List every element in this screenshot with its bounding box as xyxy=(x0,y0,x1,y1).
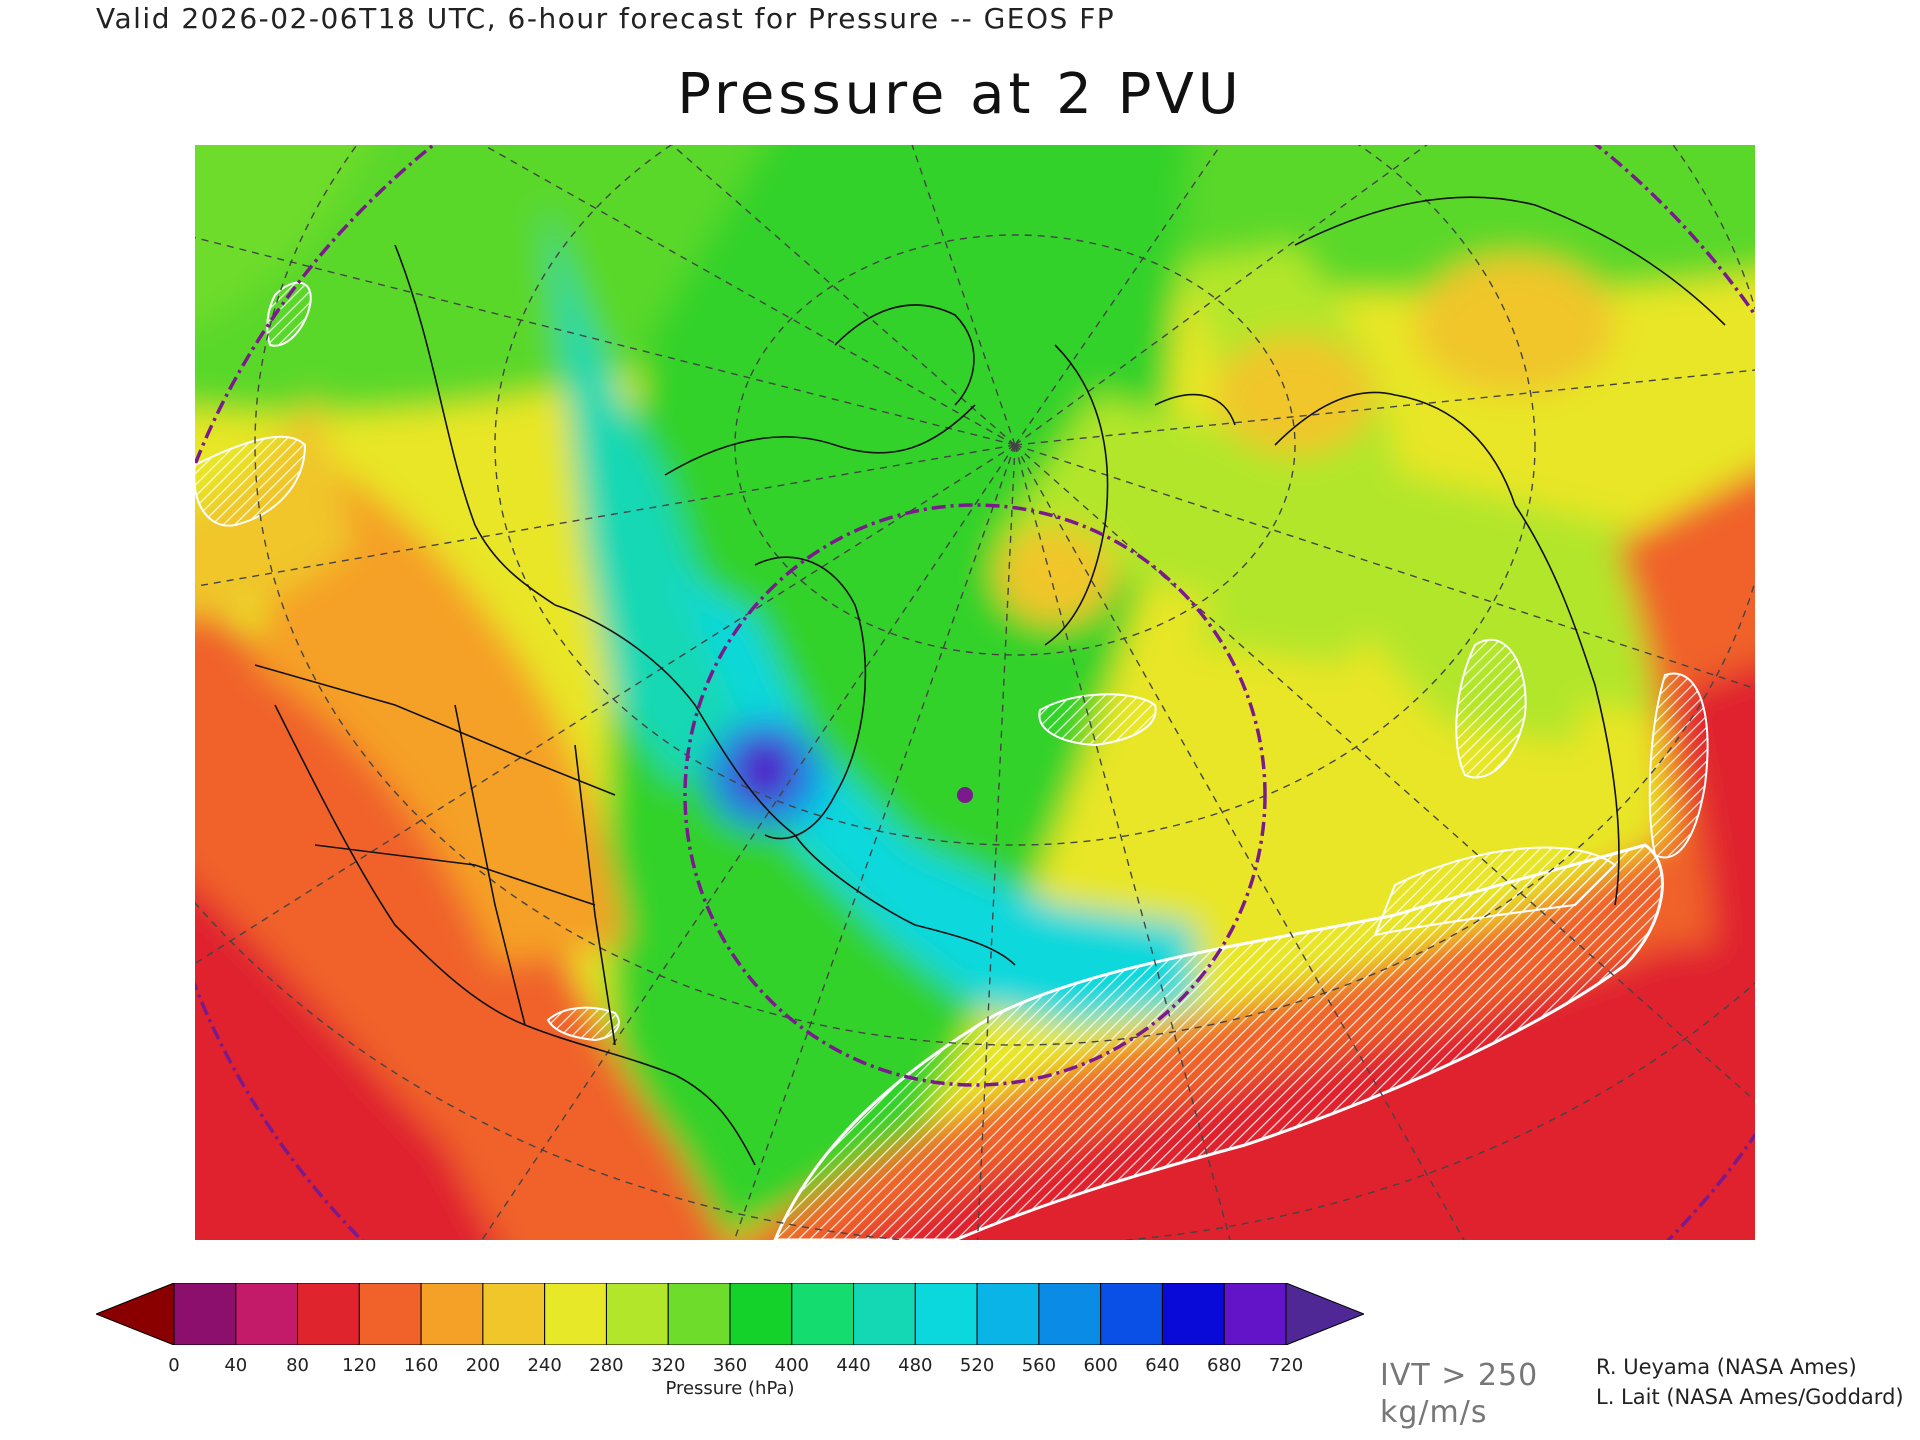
colorbar-tick-label: 240 xyxy=(527,1355,562,1376)
colorbar-tick-label: 400 xyxy=(774,1355,809,1376)
colorbar-under-arrow xyxy=(96,1283,175,1345)
colorbar-swatch xyxy=(914,1283,978,1345)
colorbar-tick-label: 280 xyxy=(589,1355,624,1376)
colorbar-tick-label: 680 xyxy=(1207,1355,1242,1376)
colorbar-title: Pressure (hPa) xyxy=(665,1378,795,1399)
ivt-legend-line1: IVT > 250 xyxy=(1380,1358,1539,1393)
colorbar-tick-label: 120 xyxy=(342,1355,377,1376)
colorbar-swatch xyxy=(482,1283,546,1345)
colorbar-swatch xyxy=(297,1283,360,1345)
colorbar-tick-label: 640 xyxy=(1145,1355,1180,1376)
colorbar-swatch xyxy=(976,1283,1040,1345)
colorbar-swatch xyxy=(729,1283,793,1345)
colorbar-swatch xyxy=(173,1283,237,1345)
coastlines xyxy=(254,196,1726,1166)
colorbar-tick-label: 560 xyxy=(1021,1355,1057,1376)
ivt-hatch-regions xyxy=(195,281,1709,1240)
valid-time-header: Valid 2026-02-06T18 UTC, 6-hour forecast… xyxy=(96,2,1116,35)
credit-lait: L. Lait (NASA Ames/Goddard) xyxy=(1596,1385,1904,1409)
colorbar-swatch xyxy=(667,1283,731,1345)
colorbar-tick-label: 40 xyxy=(224,1355,248,1376)
pressure-map xyxy=(195,145,1755,1240)
colorbar-tick-label: 520 xyxy=(959,1355,995,1376)
colorbar-over-arrow xyxy=(1285,1283,1364,1345)
colorbar-tick-label: 80 xyxy=(286,1355,309,1376)
page-title: Pressure at 2 PVU xyxy=(677,62,1243,127)
colorbar-tick-label: 200 xyxy=(465,1355,501,1376)
colorbar-swatch xyxy=(605,1283,669,1345)
colorbar-swatch xyxy=(235,1283,299,1345)
credit-ueyama: R. Ueyama (NASA Ames) xyxy=(1596,1355,1857,1379)
colorbar-tick-label: 720 xyxy=(1268,1355,1304,1376)
colorbar-tick-label: 360 xyxy=(712,1355,748,1376)
colorbar-swatch xyxy=(853,1283,916,1345)
ivt-legend-line2: kg/m/s xyxy=(1380,1395,1488,1430)
colorbar-swatch xyxy=(1038,1283,1102,1345)
colorbar-tick-label: 440 xyxy=(836,1355,871,1376)
colorbar-tick-label: 0 xyxy=(168,1355,180,1376)
colorbar-swatch xyxy=(544,1283,607,1345)
colorbar-swatch xyxy=(1100,1283,1163,1345)
colorbar-swatch xyxy=(1223,1283,1287,1345)
colorbar-tick-label: 600 xyxy=(1083,1355,1118,1376)
colorbar-swatch xyxy=(791,1283,855,1345)
colorbar-tick-label: 160 xyxy=(403,1355,439,1376)
colorbar-swatch xyxy=(358,1283,422,1345)
great-circle-paths xyxy=(195,145,1755,1240)
colorbar-swatch xyxy=(420,1283,484,1345)
colorbar-tick-label: 480 xyxy=(898,1355,933,1376)
pressure-field xyxy=(195,145,1755,1240)
colorbar-tick-label: 320 xyxy=(651,1355,686,1376)
location-marker xyxy=(957,787,973,803)
colorbar-swatch xyxy=(1161,1283,1225,1345)
